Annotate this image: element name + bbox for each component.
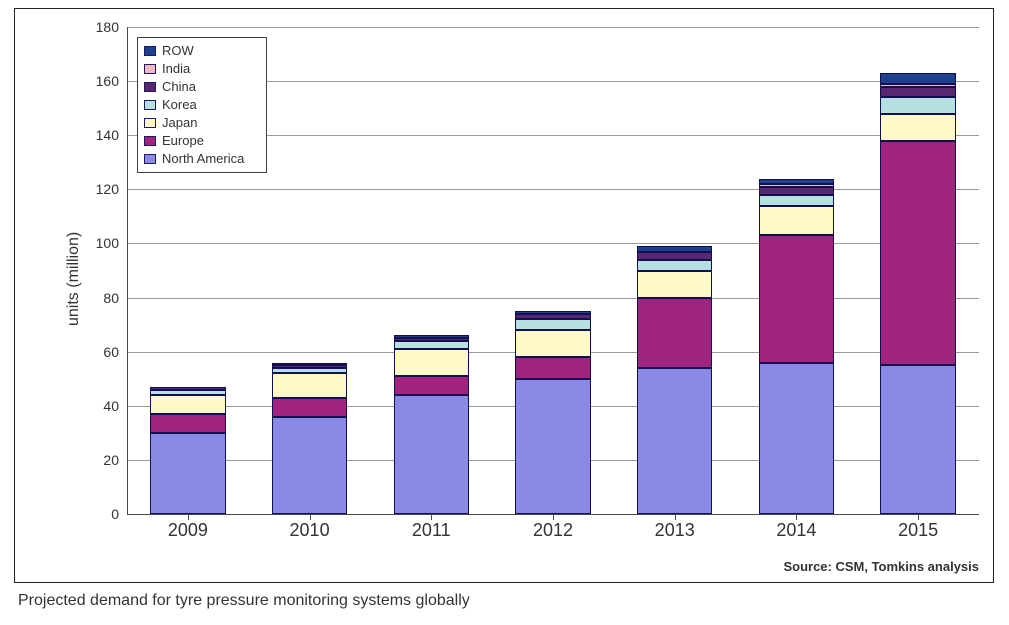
legend-swatch-row <box>144 46 156 56</box>
segment-north_america <box>759 363 834 515</box>
x-tick-label: 2015 <box>898 520 938 541</box>
segment-europe <box>880 141 955 366</box>
x-tick-label: 2011 <box>412 520 451 541</box>
legend: ROWIndiaChinaKoreaJapanEuropeNorth Ameri… <box>137 37 267 173</box>
segment-china <box>272 365 347 368</box>
segment-north_america <box>515 379 590 514</box>
segment-japan <box>880 114 955 141</box>
legend-item-europe: Europe <box>144 132 258 150</box>
bar-2011 <box>394 27 469 514</box>
y-tick-label: 80 <box>103 290 119 306</box>
legend-swatch-japan <box>144 118 156 128</box>
segment-europe <box>394 376 469 395</box>
segment-china <box>150 387 225 390</box>
segment-korea <box>515 319 590 330</box>
segment-europe <box>515 357 590 379</box>
legend-swatch-korea <box>144 100 156 110</box>
legend-swatch-europe <box>144 136 156 146</box>
segment-row <box>759 179 834 184</box>
segment-japan <box>637 271 712 298</box>
segment-row <box>880 73 955 84</box>
segment-india <box>880 84 955 87</box>
legend-item-korea: Korea <box>144 96 258 114</box>
segment-north_america <box>880 365 955 514</box>
x-tick-label: 2012 <box>533 520 573 541</box>
segment-europe <box>759 235 834 362</box>
y-tick-label: 60 <box>103 344 119 360</box>
segment-china <box>394 338 469 341</box>
segment-china <box>880 87 955 98</box>
legend-label: Europe <box>162 132 204 150</box>
bar-2013 <box>637 27 712 514</box>
y-tick-label: 140 <box>96 127 119 143</box>
segment-korea <box>394 341 469 349</box>
legend-item-india: India <box>144 60 258 78</box>
segment-korea <box>272 368 347 373</box>
y-axis <box>127 27 128 514</box>
legend-swatch-india <box>144 64 156 74</box>
chart-frame: 0 20 40 60 80 100 120 140 160 180 2009 2010 2011 2012… <box>14 8 994 583</box>
segment-korea <box>637 260 712 271</box>
source-text: Source: CSM, Tomkins analysis <box>783 559 979 574</box>
x-tick-label: 2009 <box>168 520 208 541</box>
segment-row <box>394 335 469 338</box>
segment-korea <box>150 390 225 395</box>
legend-label: India <box>162 60 190 78</box>
bar-2014 <box>759 27 834 514</box>
legend-item-china: China <box>144 78 258 96</box>
segment-japan <box>394 349 469 376</box>
segment-europe <box>150 414 225 433</box>
segment-row <box>272 363 347 366</box>
legend-swatch-north_america <box>144 154 156 164</box>
y-tick-label: 120 <box>96 181 119 197</box>
y-tick-label: 40 <box>103 398 119 414</box>
legend-label: Japan <box>162 114 197 132</box>
y-tick-label: 20 <box>103 452 119 468</box>
segment-row <box>515 311 590 314</box>
y-tick-label: 100 <box>96 235 119 251</box>
legend-label: Korea <box>162 96 197 114</box>
x-tick-label: 2013 <box>655 520 695 541</box>
segment-north_america <box>637 368 712 514</box>
bar-2012 <box>515 27 590 514</box>
segment-japan <box>272 373 347 397</box>
segment-korea <box>759 195 834 206</box>
bar-2010 <box>272 27 347 514</box>
segment-japan <box>150 395 225 414</box>
x-tick-label: 2014 <box>776 520 816 541</box>
legend-item-japan: Japan <box>144 114 258 132</box>
segment-north_america <box>394 395 469 514</box>
segment-japan <box>515 330 590 357</box>
segment-europe <box>637 298 712 368</box>
legend-label: North America <box>162 150 244 168</box>
legend-swatch-china <box>144 82 156 92</box>
segment-north_america <box>150 433 225 514</box>
y-tick-label: 160 <box>96 73 119 89</box>
segment-korea <box>880 97 955 113</box>
y-tick-label: 0 <box>111 506 119 522</box>
legend-label: ROW <box>162 42 194 60</box>
legend-item-north_america: North America <box>144 150 258 168</box>
x-tick-label: 2010 <box>290 520 330 541</box>
segment-china <box>637 252 712 260</box>
segment-india <box>759 184 834 187</box>
bar-2015 <box>880 27 955 514</box>
segment-north_america <box>272 417 347 514</box>
y-tick-label: 180 <box>96 19 119 35</box>
segment-china <box>515 314 590 319</box>
chart-caption: Projected demand for tyre pressure monit… <box>18 592 470 610</box>
plot-area: 0204060801001201401601802009201020112012… <box>127 27 979 514</box>
y-axis-label: units (million) <box>65 231 83 325</box>
segment-china <box>759 187 834 195</box>
segment-row <box>637 246 712 251</box>
segment-europe <box>272 398 347 417</box>
legend-item-row: ROW <box>144 42 258 60</box>
segment-japan <box>759 206 834 236</box>
legend-label: China <box>162 78 196 96</box>
